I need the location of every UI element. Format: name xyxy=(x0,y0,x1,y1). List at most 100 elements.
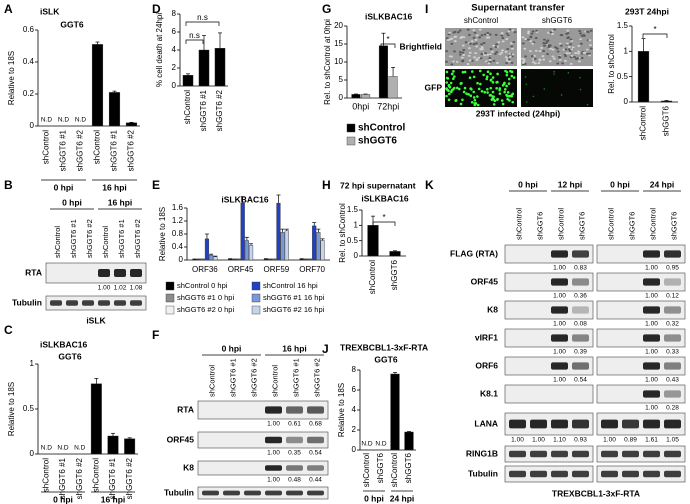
cell xyxy=(507,34,510,37)
cell xyxy=(579,42,583,45)
quant-label: 0.48 xyxy=(288,477,301,484)
quant-label: 0.08 xyxy=(574,321,587,328)
row-label: RTA xyxy=(177,404,194,414)
y-axis-label: Rel. to shControl xyxy=(607,34,616,94)
band xyxy=(572,450,589,458)
cell xyxy=(473,56,476,59)
band xyxy=(643,306,660,314)
error-bar xyxy=(94,378,99,384)
band xyxy=(551,278,568,286)
cell xyxy=(470,59,474,62)
x-tick-label: shControl xyxy=(362,453,371,487)
cell xyxy=(510,61,514,64)
cell xyxy=(461,59,465,62)
x-tick-label: shGGT6 xyxy=(662,105,671,136)
cell xyxy=(478,36,482,39)
bar xyxy=(90,383,102,455)
y-tick-label: 0.6 xyxy=(23,25,35,34)
cell xyxy=(462,49,466,52)
legend-swatch xyxy=(165,281,175,291)
gfp-cell xyxy=(477,87,481,91)
y-tick-label: 0.2 xyxy=(23,89,35,98)
lane-label: shGGT6 #2 xyxy=(133,219,142,258)
gfp-cell xyxy=(512,76,516,79)
band xyxy=(130,300,142,306)
gfp-cell xyxy=(503,81,506,85)
cell xyxy=(480,53,484,56)
bar xyxy=(268,259,273,261)
bar xyxy=(263,258,269,261)
cell xyxy=(578,60,581,63)
cell xyxy=(547,31,550,34)
row-label: K8.1 xyxy=(480,388,498,398)
cell xyxy=(450,42,454,45)
blot-frame xyxy=(504,328,594,348)
cell xyxy=(486,53,490,56)
blot-frame xyxy=(596,445,686,463)
lane-label: shControl xyxy=(53,226,62,258)
quant-label: 1.02 xyxy=(114,285,127,292)
gfp-cell xyxy=(476,103,480,107)
cell xyxy=(535,29,538,32)
cell xyxy=(580,56,584,59)
band xyxy=(82,300,94,306)
cell xyxy=(445,50,449,53)
cell xyxy=(565,52,569,55)
panel-label: A xyxy=(4,2,13,16)
gfp-cell xyxy=(448,92,451,96)
legend-label: shControl 0 hpi xyxy=(177,281,228,290)
cell xyxy=(478,28,482,31)
legend-swatch xyxy=(165,293,175,303)
legend-swatch xyxy=(346,136,356,146)
gfp-cell xyxy=(470,70,474,73)
quant-label: 0.33 xyxy=(666,349,679,356)
gfp-cell xyxy=(472,96,476,99)
group-label: 24 hpi xyxy=(390,493,415,503)
gfp-cell xyxy=(498,87,502,90)
cell xyxy=(585,30,589,33)
cell xyxy=(564,59,567,62)
micrograph xyxy=(445,69,517,107)
bar xyxy=(236,259,241,261)
cell xyxy=(553,28,557,31)
quant-label: 1.00 xyxy=(511,437,524,444)
legend-label: shGGT6 #2 16 hpi xyxy=(263,305,325,314)
group-label: 24 hpi xyxy=(650,179,675,189)
cell xyxy=(585,52,589,55)
cell xyxy=(458,51,462,54)
band xyxy=(643,450,660,458)
y-tick-label: 4 xyxy=(352,405,357,414)
x-tick-label: ORF70 xyxy=(299,265,325,274)
y-tick-label: 0 xyxy=(179,255,184,264)
row-label: Tubulin xyxy=(468,468,498,478)
gfp-cell xyxy=(463,70,467,74)
x-tick-label: shControl xyxy=(368,260,377,294)
gfp-cell xyxy=(476,95,479,98)
cell xyxy=(551,48,555,51)
cell xyxy=(468,33,471,36)
legend-swatch xyxy=(251,281,261,291)
error-bar xyxy=(641,38,646,52)
band xyxy=(643,278,660,286)
blot-frame xyxy=(504,356,594,376)
quant-label: 0.68 xyxy=(309,421,322,428)
panel-title: Supernatant transfer xyxy=(471,3,565,14)
cell xyxy=(500,51,504,54)
group-label: 16 hpi xyxy=(101,494,126,504)
cell xyxy=(487,62,491,65)
group-label: 0 hpi xyxy=(62,197,82,207)
x-tick-label: shGGT6 #2 xyxy=(76,129,85,171)
lane-label: shControl xyxy=(514,208,523,240)
quant-label: 1.00 xyxy=(553,265,566,272)
quant-label: 1.08 xyxy=(130,285,143,292)
quant-label: 0.43 xyxy=(666,377,679,384)
gfp-cell xyxy=(503,90,506,94)
gfp-cell xyxy=(493,99,497,103)
cell xyxy=(453,35,457,38)
x-tick-label: shControl xyxy=(639,106,648,140)
gfp-cell xyxy=(476,81,479,85)
gfp-cell xyxy=(525,83,528,86)
cell xyxy=(527,38,530,41)
significance-label: * xyxy=(382,213,385,222)
error-bar xyxy=(391,67,396,77)
